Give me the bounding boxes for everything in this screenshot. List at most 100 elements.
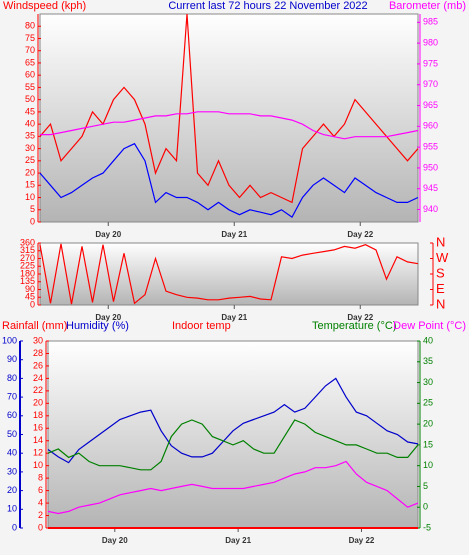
y-tick-label: 65 [25,57,35,67]
plot-background [47,340,419,529]
y3-tick-label: 0 [38,522,43,532]
y2-axis-title: Barometer (mb) [389,0,466,12]
y-tick-label: 35 [25,131,35,141]
x-tick-label: Day 20 [102,536,128,545]
y3-tick-label: 6 [38,485,43,495]
y2-tick-label: E [436,281,445,296]
y3-tick-label: 26 [33,360,43,370]
y3-tick-label: 22 [33,385,43,395]
y3-tick-label: 18 [33,410,43,420]
x-tick-label: Day 21 [221,313,247,322]
series-line [39,243,419,305]
y2-tick-label: N [436,296,445,311]
y2-tick-label: 10 [423,460,433,470]
y-tick-label: 225 [20,261,35,271]
y2-tick-label: 30 [423,377,433,387]
annotation: Indoor temp [172,320,231,332]
y-tick-label: 360 [20,237,35,247]
y2-tick-label: 25 [423,398,433,408]
y-tick-label: 55 [25,82,35,92]
y2-tick-label: 970 [423,79,438,89]
y3-tick-label: 2 [38,510,43,520]
y-tick-label: 180 [20,268,35,278]
plot-background [39,242,419,306]
legend-label: Rainfall (mm) [2,320,67,332]
y-tick-label: 135 [20,276,35,286]
x-tick-label: Day 22 [349,536,375,545]
y-tick-label: 315 [20,245,35,255]
y-tick-label: 60 [7,410,17,420]
y-tick-label: 80 [25,21,35,31]
y2-tick-label: 945 [423,183,438,193]
y-tick-label: 5 [30,204,35,214]
x-tick-label: Day 20 [95,313,121,322]
y-tick-label: 90 [7,354,17,364]
y2-tick-label: 35 [423,356,433,366]
y-tick-label: 70 [7,391,17,401]
y2-tick-label: 20 [423,418,433,428]
x-tick-label: Day 21 [225,536,251,545]
x-tick-label: Day 20 [95,230,121,239]
series-line [39,142,419,218]
x-tick-label: Day 22 [347,230,373,239]
y-tick-label: 15 [25,180,35,190]
legend-label: Temperature (°C) [312,320,396,332]
y-tick-label: 0 [30,216,35,226]
plot-background [39,13,419,223]
y2-tick-label: 950 [423,162,438,172]
y3-tick-label: 16 [33,423,43,433]
y-tick-label: 50 [7,429,17,439]
y-tick-label: 40 [25,118,35,128]
y2-tick-label: 975 [423,58,438,68]
y3-tick-label: 10 [33,460,43,470]
y-tick-label: 20 [25,167,35,177]
series-line [47,419,419,471]
y-tick-label: 60 [25,70,35,80]
y-tick-label: 90 [25,284,35,294]
y2-tick-label: 980 [423,37,438,47]
y2-tick-label: 940 [423,204,438,214]
y-tick-label: 45 [25,106,35,116]
y2-tick-label: W [436,250,449,265]
y-tick-label: 20 [7,485,17,495]
y3-tick-label: 12 [33,448,43,458]
series-line [47,460,419,515]
y2-tick-label: 965 [423,100,438,110]
y3-tick-label: 8 [38,473,43,483]
y-tick-label: 70 [25,45,35,55]
x-tick-label: Day 22 [347,313,373,322]
y2-tick-label: 15 [423,439,433,449]
y-tick-label: 75 [25,33,35,43]
y2-tick-label: 960 [423,121,438,131]
y-tick-label: 0 [12,522,17,532]
series-line [40,111,419,140]
y3-tick-label: 4 [38,497,43,507]
legend-label: Dew Point (°C) [393,320,466,332]
y-tick-label: 50 [25,94,35,104]
y-tick-label: 45 [25,292,35,302]
y-tick-label: 80 [7,373,17,383]
y3-tick-label: 24 [33,373,43,383]
y2-tick-label: S [436,265,445,280]
y-tick-label: 30 [7,466,17,476]
y3-tick-label: 28 [33,348,43,358]
y-tick-label: 10 [7,504,17,514]
y-axis-title: Windspeed (kph) [3,0,86,12]
y-tick-label: 10 [25,192,35,202]
y3-tick-label: 30 [33,335,43,345]
y-tick-label: 100 [2,335,17,345]
y2-tick-label: N [436,234,445,249]
chart-title: Current last 72 hours 22 November 2022 [168,0,367,12]
y3-tick-label: 14 [33,435,43,445]
y2-tick-label: 5 [423,481,428,491]
y2-tick-label: 985 [423,17,438,27]
y-tick-label: 30 [25,143,35,153]
y2-tick-label: 0 [423,502,428,512]
series-line [47,377,419,464]
x-tick-label: Day 21 [221,230,247,239]
y2-tick-label: -5 [423,522,431,532]
y-tick-label: 0 [30,299,35,309]
y-tick-label: 40 [7,448,17,458]
y2-tick-label: 40 [423,335,433,345]
